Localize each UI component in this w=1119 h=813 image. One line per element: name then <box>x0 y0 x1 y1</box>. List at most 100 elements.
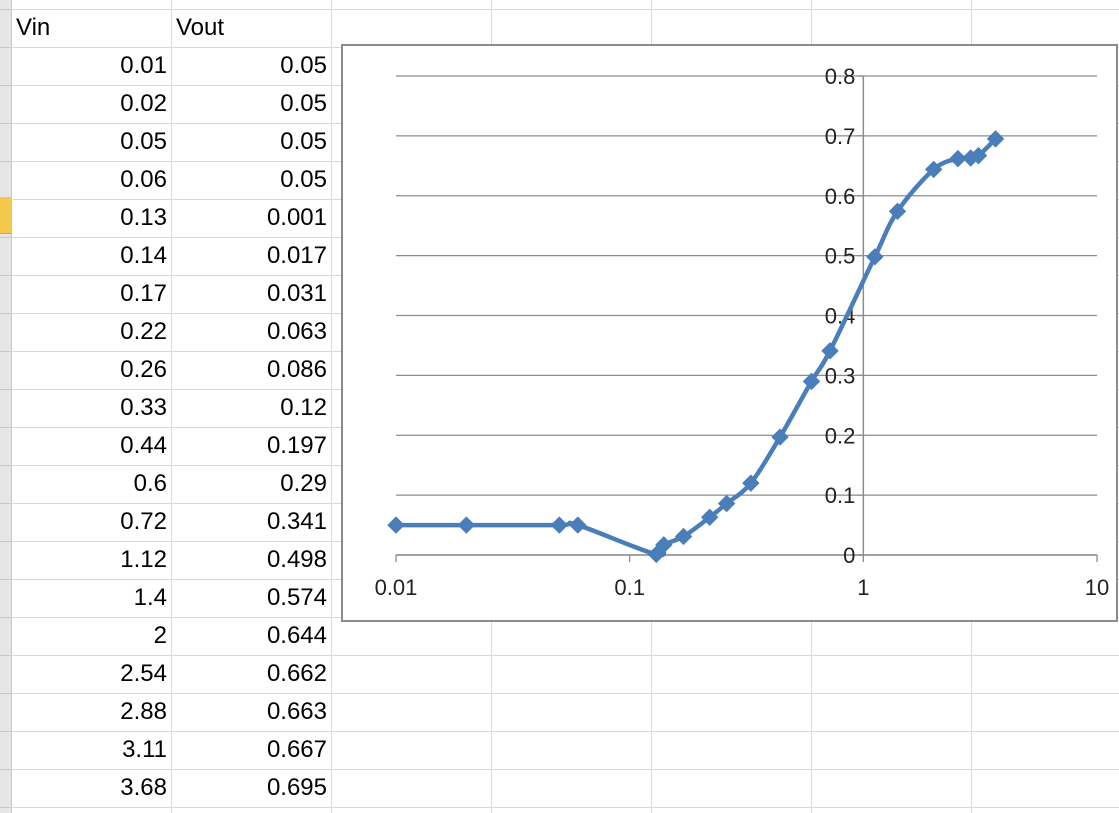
cell-vout[interactable]: 0.663 <box>266 698 327 725</box>
grid-line-horizontal <box>11 807 1119 808</box>
cell-vin[interactable]: 0.14 <box>120 242 167 269</box>
x-tick-label: 0.1 <box>614 575 645 600</box>
row-header-divider <box>0 503 11 504</box>
row-header-divider <box>0 693 11 694</box>
cell-vin[interactable]: 1.12 <box>120 546 167 573</box>
data-point-marker <box>717 494 736 513</box>
cell-vout[interactable]: 0.12 <box>280 394 327 421</box>
cell-vout[interactable]: 0.001 <box>266 204 327 231</box>
row-header-divider <box>0 541 11 542</box>
data-point-marker <box>674 527 693 546</box>
data-point-marker <box>771 428 789 446</box>
selected-row-marker <box>0 197 11 234</box>
row-header-divider <box>0 807 11 808</box>
x-tick-label: 10 <box>1085 575 1109 600</box>
data-point-marker <box>387 516 405 534</box>
row-header-divider <box>0 427 11 428</box>
cell-vin[interactable]: 2.88 <box>120 698 167 725</box>
row-header-divider <box>0 47 11 48</box>
row-header-divider <box>0 275 11 276</box>
data-point-marker <box>821 342 839 360</box>
cell-vin[interactable]: 0.44 <box>120 432 167 459</box>
cell-vout[interactable]: 0.29 <box>280 470 327 497</box>
cell-vout[interactable]: 0.498 <box>266 546 327 573</box>
data-point-marker <box>969 146 988 165</box>
y-tick-label: 0.5 <box>825 244 856 269</box>
cell-vout[interactable]: 0.05 <box>280 128 327 155</box>
y-tick-label: 0.6 <box>825 184 856 209</box>
cell-vin[interactable]: 3.68 <box>120 774 167 801</box>
data-point-marker <box>866 248 884 266</box>
series-line <box>393 136 998 558</box>
cell-vin[interactable]: 0.17 <box>120 280 167 307</box>
row-header-divider <box>0 313 11 314</box>
grid-line-horizontal <box>11 655 1119 656</box>
cell-vout[interactable]: 0.017 <box>266 242 327 269</box>
cell-vin[interactable]: 0.33 <box>120 394 167 421</box>
cell-vout[interactable]: 0.662 <box>266 660 327 687</box>
cell-vout[interactable]: 0.031 <box>266 280 327 307</box>
header-cell-vout[interactable]: Vout <box>176 14 225 41</box>
x-tick-label: 0.01 <box>375 575 418 600</box>
x-tick-label: 1 <box>857 575 869 600</box>
row-header-divider <box>0 579 11 580</box>
grid-line-horizontal <box>11 731 1119 732</box>
cell-vout[interactable]: 0.341 <box>266 508 327 535</box>
data-point-marker <box>986 130 1005 148</box>
data-point-marker <box>924 160 943 179</box>
cell-vin[interactable]: 1.4 <box>133 584 167 611</box>
cell-vin[interactable]: 2.54 <box>120 660 167 687</box>
cell-vin[interactable]: 0.26 <box>120 356 167 383</box>
cell-vout[interactable]: 0.197 <box>266 432 327 459</box>
row-header-strip[interactable] <box>0 0 12 813</box>
y-tick-label: 0.2 <box>825 423 856 448</box>
cell-vin[interactable]: 0.02 <box>120 90 167 117</box>
data-point-marker <box>949 149 967 168</box>
data-point-marker <box>700 508 719 526</box>
chart-area[interactable]: 0.01 0.1 1 10 0 0.1 0.2 0.3 0.4 0.5 0.6 0.7 0.8 <box>341 44 1118 622</box>
cell-vin[interactable]: 0.06 <box>120 166 167 193</box>
cell-vout[interactable]: 0.695 <box>266 774 327 801</box>
cell-vout[interactable]: 0.574 <box>266 584 327 611</box>
cell-vin[interactable]: 0.05 <box>120 128 167 155</box>
data-point-marker <box>742 474 760 492</box>
cell-vout[interactable]: 0.063 <box>266 318 327 345</box>
row-header-divider <box>0 123 11 124</box>
grid-line-horizontal <box>11 9 1119 10</box>
cell-vout[interactable]: 0.05 <box>280 166 327 193</box>
data-point-marker <box>802 372 821 391</box>
grid-line-vertical <box>331 0 332 813</box>
data-point-marker <box>888 202 907 221</box>
cell-vin[interactable]: 0.6 <box>133 470 167 497</box>
cell-vout[interactable]: 0.05 <box>280 52 327 79</box>
cell-vin[interactable]: 0.01 <box>120 52 167 79</box>
cell-vout[interactable]: 0.086 <box>266 356 327 383</box>
data-point-marker <box>457 516 476 534</box>
cell-vout[interactable]: 0.667 <box>266 736 327 763</box>
cell-vin[interactable]: 2 <box>153 622 167 649</box>
data-point-marker <box>655 536 673 554</box>
row-header-divider <box>0 9 11 10</box>
row-header-divider <box>0 351 11 352</box>
y-tick-label: 0.8 <box>825 64 856 89</box>
cell-vout[interactable]: 0.644 <box>266 622 327 649</box>
row-header-divider <box>0 465 11 466</box>
row-header-divider <box>0 199 11 200</box>
grid-line-horizontal <box>11 769 1119 770</box>
cell-vin[interactable]: 3.11 <box>122 736 167 763</box>
row-header-divider <box>0 85 11 86</box>
cell-vin[interactable]: 0.22 <box>120 318 167 345</box>
y-tick-label: 0 <box>843 543 855 568</box>
grid-line-vertical <box>171 0 172 813</box>
cell-vin[interactable]: 0.13 <box>120 204 167 231</box>
row-header-divider <box>0 655 11 656</box>
y-tick-label: 0.3 <box>825 363 856 388</box>
data-point-marker <box>647 545 665 564</box>
cell-vin[interactable]: 0.72 <box>120 508 167 535</box>
data-point-marker <box>569 516 587 534</box>
header-cell-vin[interactable]: Vin <box>16 14 51 41</box>
data-point-marker <box>550 516 569 534</box>
cell-vout[interactable]: 0.05 <box>280 90 327 117</box>
row-header-divider <box>0 731 11 732</box>
